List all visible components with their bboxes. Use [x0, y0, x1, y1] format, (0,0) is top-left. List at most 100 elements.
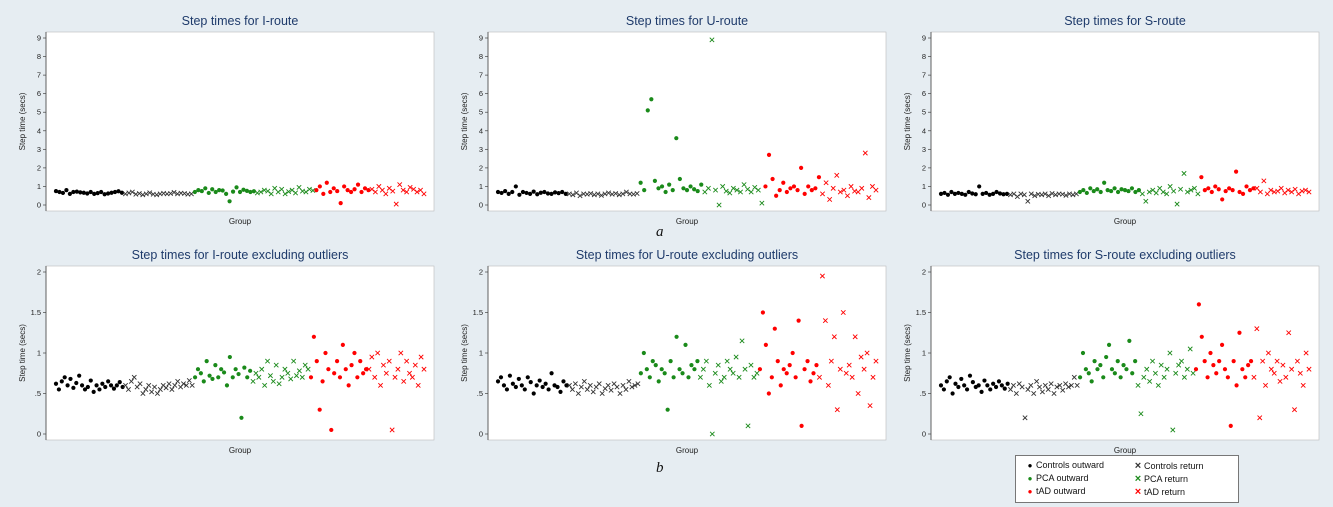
- data-point-stroke: [289, 187, 295, 193]
- data-point-dot: [959, 376, 964, 382]
- data-point-x: [716, 202, 722, 208]
- data-point-stroke: [834, 172, 840, 178]
- data-point-x: [1152, 370, 1158, 376]
- data-point-dot: [1077, 189, 1082, 195]
- data-point-x: [614, 384, 620, 390]
- y-tick-label: 1: [479, 349, 483, 358]
- data-point-x: [289, 187, 295, 193]
- legend-label: Controls return: [1144, 461, 1204, 471]
- data-point-dot: [198, 371, 203, 376]
- data-point-stroke: [849, 374, 855, 380]
- legend-marker: ●: [1027, 461, 1033, 470]
- data-point-x: [407, 184, 413, 190]
- data-point-x: [152, 384, 158, 390]
- data-point-x: [1294, 358, 1300, 364]
- data-point-x: [1297, 370, 1303, 376]
- data-point-x: [1028, 191, 1034, 197]
- data-point-x: [634, 190, 640, 197]
- y-tick-label: 4: [922, 126, 926, 135]
- data-point-stroke: [1037, 384, 1043, 390]
- data-point-stroke: [409, 374, 415, 380]
- data-point-stroke: [577, 193, 583, 199]
- y-tick-label: .5: [477, 389, 483, 398]
- data-point-x: [279, 186, 285, 192]
- data-point-dot: [988, 387, 993, 392]
- data-point-stroke: [180, 381, 187, 387]
- data-point-dot: [520, 189, 526, 195]
- data-point-x: [819, 273, 825, 279]
- data-point-x: [736, 374, 742, 380]
- data-point-x: [421, 366, 427, 372]
- data-point-dot: [196, 188, 201, 193]
- data-point-stroke: [578, 384, 584, 390]
- data-point-stroke: [1049, 190, 1055, 197]
- data-point-dot: [103, 384, 108, 390]
- data-point-x: [267, 373, 273, 379]
- data-point-x: [1174, 201, 1180, 207]
- y-tick-label: 9: [922, 34, 926, 43]
- y-tick-label: 9: [479, 34, 483, 43]
- data-point-stroke: [1153, 190, 1159, 196]
- data-point-x: [1291, 407, 1298, 413]
- data-point-stroke: [572, 381, 578, 387]
- data-point-x: [873, 187, 879, 193]
- data-point-x: [1158, 362, 1164, 368]
- data-point-x: [1019, 384, 1025, 390]
- data-point-dot: [349, 363, 354, 368]
- data-point-dot: [996, 379, 1002, 384]
- data-point-dot: [1098, 189, 1103, 195]
- data-point-stroke: [737, 189, 744, 195]
- data-point-x: [1171, 188, 1177, 194]
- y-tick-label: 3: [922, 145, 926, 154]
- data-point-stroke: [259, 366, 265, 372]
- data-point-x: [265, 188, 271, 194]
- data-point-dot: [112, 189, 118, 195]
- data-point-stroke: [1257, 415, 1263, 421]
- data-point-dot: [778, 383, 783, 388]
- data-point-stroke: [1071, 374, 1077, 380]
- data-point-dot: [59, 379, 64, 384]
- data-point-stroke: [386, 358, 392, 364]
- data-point-stroke: [279, 374, 285, 380]
- data-point-dot: [802, 367, 807, 372]
- data-point-x: [859, 185, 865, 191]
- data-point-x: [293, 373, 300, 379]
- data-point-x: [566, 382, 572, 388]
- data-point-x: [1164, 366, 1170, 372]
- data-point-x: [366, 366, 372, 372]
- data-point-x: [154, 390, 160, 397]
- data-point-stroke: [596, 381, 602, 387]
- data-point-stroke: [303, 189, 309, 195]
- data-point-dot: [790, 350, 795, 356]
- plot-area: [930, 265, 1320, 441]
- data-point-stroke: [1157, 185, 1163, 191]
- data-point-stroke: [1294, 358, 1300, 364]
- data-point-x: [1135, 382, 1141, 388]
- data-point-x: [389, 427, 395, 433]
- data-point-stroke: [587, 382, 593, 388]
- data-point-dot: [699, 182, 704, 187]
- data-point-dot: [230, 375, 235, 380]
- data-point-x: [1268, 187, 1274, 193]
- data-point-dot: [85, 191, 90, 196]
- data-point-dot: [561, 379, 566, 384]
- data-point-stroke: [418, 354, 424, 360]
- data-point-dot: [331, 186, 336, 191]
- data-point-stroke: [873, 187, 879, 193]
- data-point-x: [595, 191, 601, 197]
- data-point-dot: [1129, 186, 1135, 191]
- data-point-stroke: [626, 378, 632, 384]
- data-point-dot: [796, 318, 801, 323]
- data-point-dot: [684, 188, 690, 193]
- data-point-stroke: [566, 382, 572, 388]
- data-point-dot: [1206, 186, 1211, 191]
- data-point-dot: [1104, 354, 1109, 360]
- data-point-x: [369, 186, 375, 192]
- data-point-x: [867, 403, 873, 409]
- data-point-x: [414, 189, 420, 195]
- data-point-dot: [1081, 188, 1086, 193]
- data-point-x: [861, 366, 867, 372]
- data-point-stroke: [174, 191, 181, 197]
- data-point-stroke: [1278, 185, 1284, 191]
- data-point-stroke: [276, 381, 282, 387]
